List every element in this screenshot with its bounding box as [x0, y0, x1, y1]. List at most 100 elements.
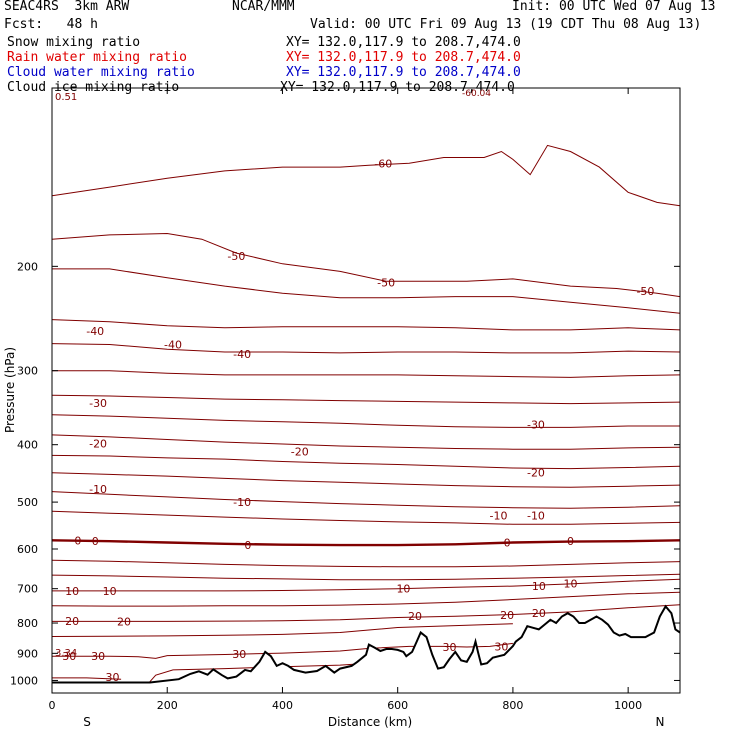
isotherm-label-12: -10: [89, 483, 107, 496]
isotherm-line-20: [52, 642, 513, 659]
terrain-layer: [52, 604, 681, 693]
y-tick-label-2: 400: [17, 439, 38, 452]
isotherm-line-14: [51, 559, 681, 568]
isotherm-label-5: -40: [164, 339, 182, 352]
isotherm-label-1: -50: [227, 250, 245, 263]
isotherm-line-22: [52, 677, 122, 680]
isotherm-label-11: -20: [527, 467, 545, 480]
south-end-label: S: [83, 715, 91, 729]
isotherm-line-7: [51, 414, 680, 428]
plot-frame: [51, 87, 681, 694]
isotherm-line-1: [51, 232, 681, 298]
isotherm-line-4: [51, 343, 681, 354]
isotherm-label-0: -60: [374, 157, 392, 170]
isotherm-line-11: [51, 491, 681, 509]
isotherm-label-27: 20: [117, 615, 131, 628]
north-end-label: N: [656, 715, 665, 729]
isotherm-label-23: 10: [396, 583, 410, 596]
isotherm-label-9: -20: [89, 437, 107, 450]
isotherm-line-2: [52, 268, 681, 314]
forecast-hour: Fcst: 48 h: [4, 17, 98, 32]
contour-labels: -60 -50 -50 -50 -40 -40 -40 -30 -30 -20 -20 -20 -10 -…: [55, 89, 654, 684]
isotherm-label-14: -10: [490, 510, 508, 523]
field-xy-rain: XY= 132.0,117.9 to 208.7,474.0: [286, 50, 521, 65]
isotherm-label-3: -50: [636, 285, 654, 298]
isotherm-label-7: -30: [89, 397, 107, 410]
field-xy-cloud-water: XY= 132.0,117.9 to 208.7,474.0: [286, 65, 521, 80]
isotherm-label-8: -30: [527, 419, 545, 432]
max-value-label: 0.51: [55, 92, 77, 103]
x-tick-label-1: 200: [157, 699, 178, 712]
valid-time: Valid: 00 UTC Fri 09 Aug 13 (19 CDT Thu …: [310, 17, 702, 32]
surface-value-label: 3.34: [55, 648, 77, 659]
x-tick-label-3: 600: [387, 699, 408, 712]
field-xy-snow: XY= 132.0,117.9 to 208.7,474.0: [286, 35, 521, 50]
isotherm-line-0: [51, 144, 681, 207]
isotherm-line-21: [149, 662, 369, 683]
isotherm-label-4: -40: [86, 325, 104, 338]
isotherm-label-30: 20: [532, 607, 546, 620]
isotherm-label-15: -10: [527, 510, 545, 523]
isotherm-line-12: [51, 510, 681, 525]
isotherm-line-17: [51, 591, 681, 607]
isotherm-label-34: 30: [443, 641, 457, 654]
isotherm-line-3: [51, 319, 681, 331]
isotherm-line-8: [51, 434, 681, 450]
isotherm-contours: [51, 144, 681, 683]
y-tick-label-6: 800: [17, 617, 38, 630]
isotherm-line-16: [52, 578, 681, 592]
isotherm-line-5: [52, 370, 681, 378]
isotherm-label-13: -10: [233, 496, 251, 509]
model-title: SEAC4RS 3km ARW: [4, 0, 130, 14]
y-tick-label-1: 300: [17, 365, 38, 378]
x-axis-label: Distance (km): [328, 715, 412, 729]
isotherm-label-25: 10: [564, 577, 578, 590]
x-tick-label-2: 400: [272, 699, 293, 712]
terrain-fill: [52, 606, 680, 693]
y-tick-label-8: 1000: [10, 674, 38, 687]
isotherm-label-28: 20: [408, 610, 422, 623]
isotherm-label-22: 10: [103, 585, 117, 598]
isotherm-line-6: [51, 394, 681, 405]
terrain-line: [52, 604, 681, 684]
isotherm-label-36: 30: [105, 671, 119, 684]
x-tick-label-4: 800: [502, 699, 523, 712]
x-tick-label-5: 1000: [614, 699, 642, 712]
x-tick-label-0: 0: [49, 699, 56, 712]
isotherm-line-13: [51, 539, 681, 547]
isotherm-line-10: [51, 472, 681, 488]
isotherm-label-19: 0: [504, 536, 511, 549]
isotherm-label-26: 20: [65, 615, 79, 628]
isotherm-label-29: 20: [500, 609, 514, 622]
y-tick-label-3: 500: [17, 496, 38, 509]
y-tick-label-5: 700: [17, 583, 38, 596]
y-tick-label-4: 600: [17, 543, 38, 556]
isotherm-label-18: 0: [244, 539, 251, 552]
init-time: Init: 00 UTC Wed 07 Aug 13: [512, 0, 716, 14]
isotherm-line-18: [52, 604, 681, 622]
y-tick-label-0: 200: [17, 260, 38, 273]
isotherm-label-20: 0: [567, 535, 574, 548]
isotherm-line-15: [51, 573, 681, 581]
min-value-label: -60.04: [462, 89, 491, 99]
isotherm-label-17: 0: [92, 535, 99, 548]
isotherm-label-16: 0: [74, 534, 81, 547]
isotherm-label-21: 10: [65, 585, 79, 598]
isotherm-label-10: -20: [291, 446, 309, 459]
y-axis-label: Pressure (hPa): [3, 347, 17, 433]
isotherm-label-2: -50: [377, 277, 395, 290]
isotherm-label-35: 30: [494, 640, 508, 653]
y-tick-label-7: 900: [17, 647, 38, 660]
isotherm-label-33: 30: [232, 648, 246, 661]
isotherm-label-24: 10: [532, 580, 546, 593]
isotherm-line-9: [51, 454, 681, 470]
isotherm-line-19: [51, 623, 513, 637]
isotherm-label-32: 30: [91, 650, 105, 663]
isotherm-label-31: 30: [62, 650, 76, 663]
isotherm-label-6: -40: [233, 348, 251, 361]
center-label: NCAR/MMM: [232, 0, 295, 14]
field-name-snow: Snow mixing ratio: [7, 35, 141, 50]
field-name-rain: Rain water mixing ratio: [7, 50, 188, 65]
